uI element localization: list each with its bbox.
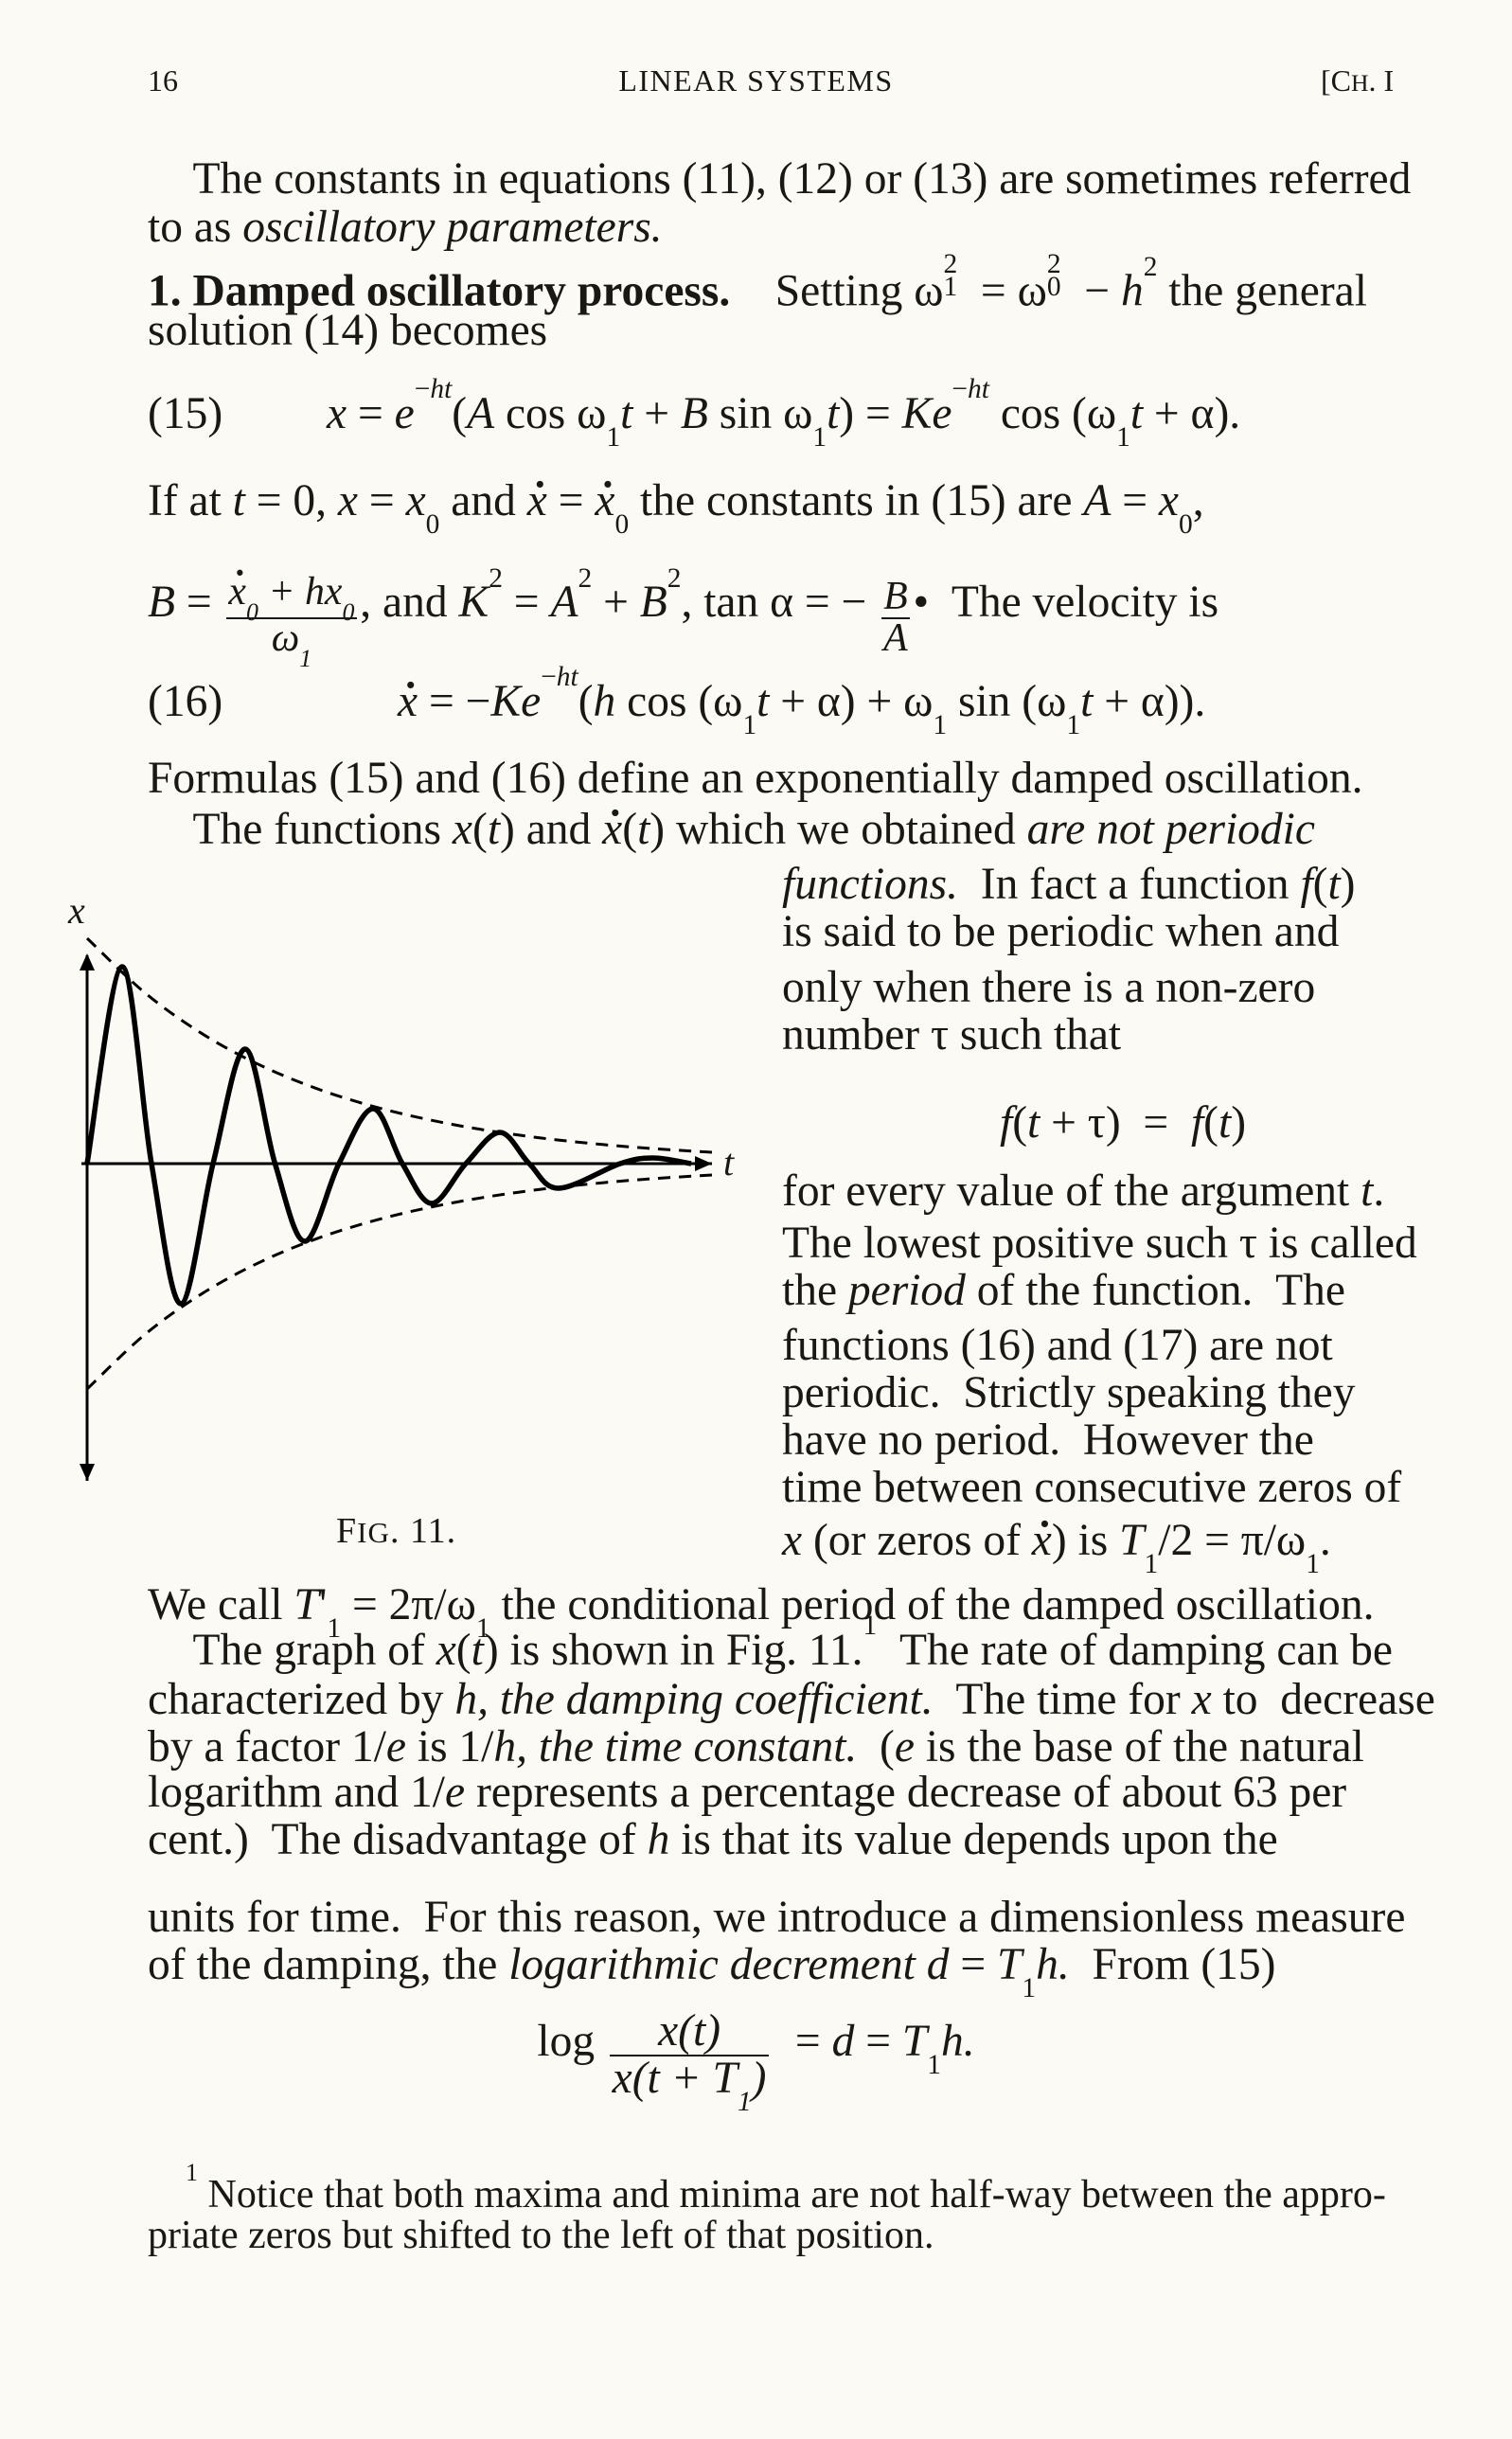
svg-text:t: t — [723, 1141, 735, 1184]
svg-text:x: x — [67, 889, 85, 932]
